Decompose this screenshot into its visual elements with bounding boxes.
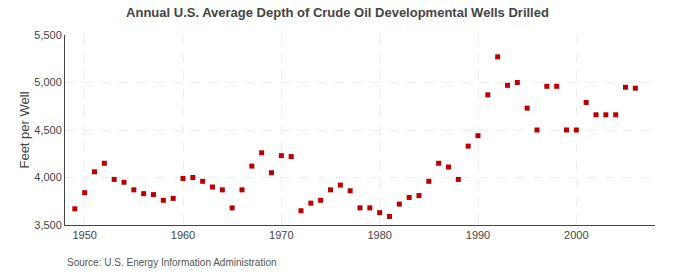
svg-text:3,500: 3,500 — [34, 219, 62, 231]
svg-text:4,500: 4,500 — [34, 124, 62, 136]
svg-text:1990: 1990 — [466, 229, 490, 241]
svg-text:1950: 1950 — [72, 229, 96, 241]
svg-text:Annual U.S. Average Depth of C: Annual U.S. Average Depth of Crude Oil D… — [126, 5, 549, 20]
svg-text:1970: 1970 — [269, 229, 293, 241]
svg-text:2000: 2000 — [564, 229, 588, 241]
svg-text:4,000: 4,000 — [34, 171, 62, 183]
svg-text:5,500: 5,500 — [34, 29, 62, 41]
svg-text:1960: 1960 — [171, 229, 195, 241]
svg-text:Source: U.S. Energy Informatio: Source: U.S. Energy Information Administ… — [67, 257, 277, 268]
svg-text:Feet per Well: Feet per Well — [17, 91, 32, 168]
svg-text:5,000: 5,000 — [34, 76, 62, 88]
svg-text:1980: 1980 — [367, 229, 391, 241]
